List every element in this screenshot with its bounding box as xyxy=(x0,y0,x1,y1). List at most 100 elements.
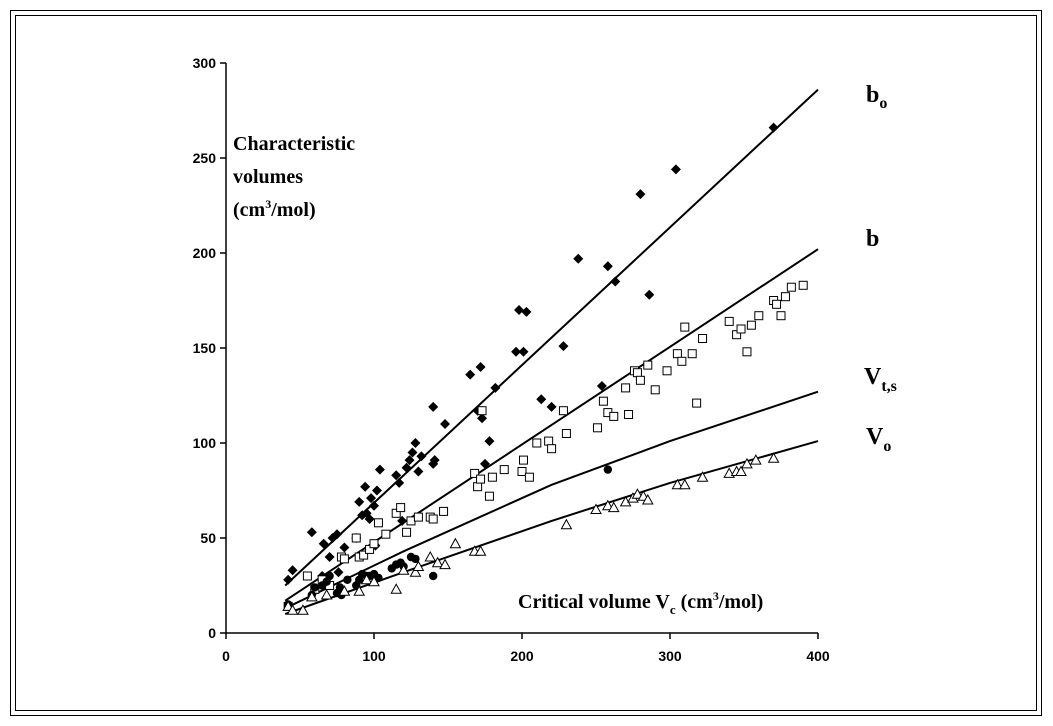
point-bo xyxy=(360,481,371,492)
point-bo xyxy=(287,565,298,576)
point-vts xyxy=(325,571,334,581)
point-bo xyxy=(490,382,501,393)
point-bo xyxy=(354,496,365,507)
point-vo xyxy=(767,452,780,463)
point-bo xyxy=(573,253,584,264)
point-bo xyxy=(391,470,402,481)
point-vts xyxy=(411,554,420,564)
point-b xyxy=(470,468,480,478)
point-vo xyxy=(409,566,422,577)
point-vo xyxy=(749,454,762,465)
point-vo xyxy=(320,588,333,600)
point-b xyxy=(736,324,746,334)
point-b xyxy=(484,491,494,501)
point-bo xyxy=(514,305,525,315)
fit-line-vts xyxy=(284,390,819,610)
point-vts xyxy=(603,465,613,474)
point-bo xyxy=(404,455,415,466)
point-vo xyxy=(696,471,709,482)
point-b xyxy=(643,360,653,370)
point-b xyxy=(547,444,557,454)
point-bo xyxy=(429,455,440,466)
series-labels: bo b Vt,s Vo xyxy=(864,82,897,455)
point-b xyxy=(662,366,672,376)
point-vo xyxy=(741,457,753,469)
point-b xyxy=(724,316,734,326)
point-bo xyxy=(635,189,646,200)
point-bo xyxy=(768,122,779,133)
point-b xyxy=(477,406,487,416)
y-axis-title-line3-end: /mol) xyxy=(270,199,315,221)
point-vo xyxy=(424,550,437,562)
series-label-vts: Vt,s xyxy=(864,364,897,395)
point-b xyxy=(302,571,312,581)
point-bo xyxy=(333,567,344,578)
point-b xyxy=(544,436,554,446)
point-b xyxy=(396,503,406,513)
point-bo xyxy=(440,419,451,429)
point-vo xyxy=(671,478,684,490)
point-vo xyxy=(360,573,373,585)
data-points xyxy=(282,122,808,615)
point-b xyxy=(561,429,571,438)
series-label-bo: bo xyxy=(866,82,887,112)
point-b xyxy=(406,516,416,526)
point-b xyxy=(621,383,631,393)
point-b xyxy=(428,514,438,524)
point-bo xyxy=(475,362,486,372)
point-bo xyxy=(374,464,385,475)
point-b xyxy=(413,512,423,522)
point-bo xyxy=(332,529,342,540)
point-vo xyxy=(449,537,462,549)
point-vo xyxy=(368,575,380,587)
point-b xyxy=(677,356,687,366)
x-axis-title: Critical volume Vc (cm3/mol) xyxy=(518,589,763,617)
y-tick-label: 200 xyxy=(193,245,217,261)
point-bo xyxy=(477,413,488,424)
point-bo xyxy=(546,401,557,412)
point-b xyxy=(592,423,602,433)
point-vts xyxy=(343,575,352,584)
x-axis-title-sub: c xyxy=(670,602,676,617)
point-vo xyxy=(678,478,691,490)
point-bo xyxy=(521,306,532,317)
point-vo xyxy=(439,558,451,570)
point-vo xyxy=(412,560,425,571)
x-tick-label: 200 xyxy=(510,648,534,664)
point-b xyxy=(473,482,483,492)
point-bo xyxy=(318,538,329,549)
point-b xyxy=(624,410,634,419)
point-b xyxy=(698,334,708,343)
point-b xyxy=(532,438,542,448)
point-b xyxy=(499,465,509,475)
point-vo xyxy=(397,564,410,575)
point-bo xyxy=(610,276,621,287)
point-bo xyxy=(480,458,490,469)
point-vo xyxy=(735,465,747,476)
point-bo xyxy=(339,542,350,553)
point-b xyxy=(369,539,379,549)
point-bo xyxy=(465,369,476,380)
point-b xyxy=(672,349,682,359)
x-axis-title-unit: (cm xyxy=(676,591,714,613)
chart-area-border xyxy=(15,15,1037,711)
point-b xyxy=(772,299,782,309)
x-tick-label: 0 xyxy=(222,648,230,664)
axes: 0 50 100 150 200 250 300 0 100 200 300 400 xyxy=(193,55,830,664)
point-bo xyxy=(407,447,418,458)
point-bo xyxy=(558,341,569,352)
point-vo xyxy=(474,545,487,556)
point-b xyxy=(780,292,790,302)
point-bo xyxy=(484,436,495,447)
point-bo xyxy=(536,394,547,405)
point-b xyxy=(517,467,527,476)
point-vo xyxy=(338,585,351,596)
y-axis-title-line2: volumes xyxy=(233,166,303,188)
point-vo xyxy=(607,501,620,513)
y-axis-title-sup: 3 xyxy=(265,197,271,211)
point-bo xyxy=(511,346,522,357)
x-tick-label: 400 xyxy=(806,648,830,664)
point-b xyxy=(339,554,349,564)
point-b xyxy=(692,398,702,408)
